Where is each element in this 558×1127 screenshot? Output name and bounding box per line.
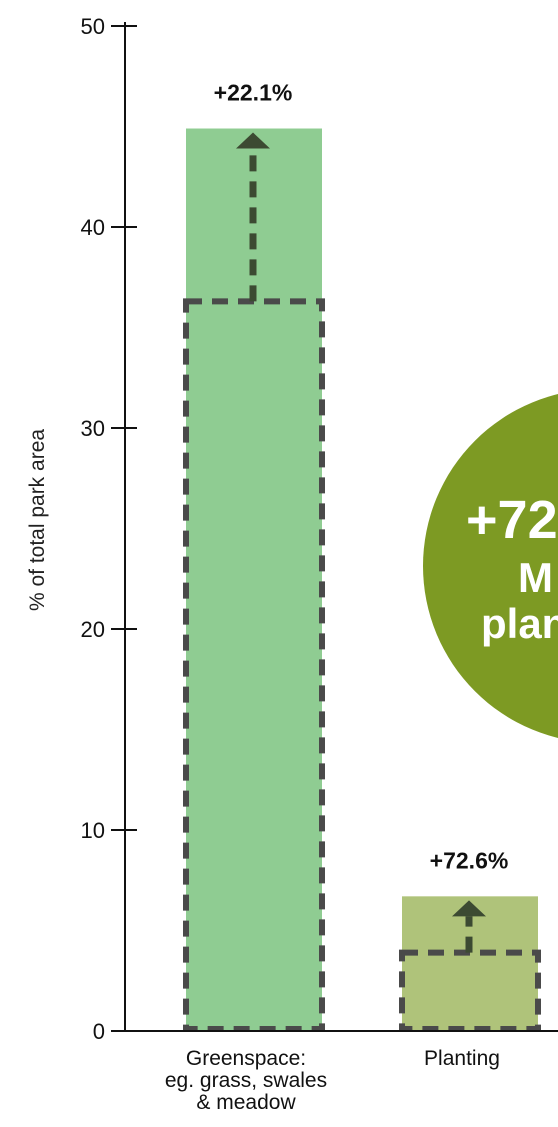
y-tick-label: 30 <box>81 416 105 441</box>
category-label-1: Planting <box>424 1047 500 1070</box>
y-axis: 0 10 20 30 40 50 <box>81 14 558 1044</box>
y-tick-label: 20 <box>81 617 105 642</box>
callout-line-1: +72 <box>466 490 558 550</box>
y-tick-label: 40 <box>81 215 105 240</box>
category-label-line: Planting <box>424 1047 500 1070</box>
category-label-line: eg. grass, swales <box>165 1069 327 1092</box>
callout-line-2: M <box>518 554 553 601</box>
callout-line-3: plan <box>481 600 558 647</box>
change-label-1: +72.6% <box>430 847 509 873</box>
category-label-line: Greenspace: <box>186 1047 306 1070</box>
category-label-line: & meadow <box>196 1091 296 1114</box>
callout-circle: +72 M plan <box>423 394 558 738</box>
change-label-0: +22.1% <box>214 80 293 106</box>
bar-current-0 <box>186 128 322 1031</box>
y-axis-label: % of total park area <box>26 429 49 611</box>
change-arrow-head-0 <box>236 132 270 149</box>
category-label-0: Greenspace: eg. grass, swales & meadow <box>165 1047 327 1114</box>
change-arrow-head-1 <box>452 900 486 917</box>
labels: +22.1% Greenspace: eg. grass, swales & mead… <box>165 80 508 1114</box>
y-tick-label: 50 <box>81 14 105 39</box>
bars <box>183 128 541 1032</box>
callout-circle-shape <box>423 394 558 738</box>
y-tick-label: 10 <box>81 818 105 843</box>
y-tick-label: 0 <box>93 1019 105 1044</box>
